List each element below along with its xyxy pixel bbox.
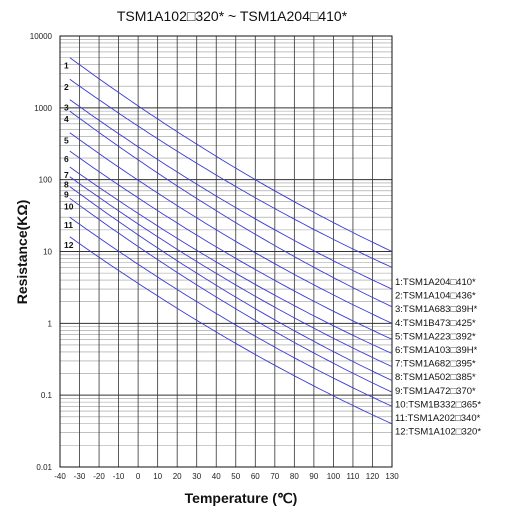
x-tick-label: 80 [290,472,299,481]
curve-7 [69,166,393,354]
y-tick-label: 1 [48,319,53,328]
curve-8 [69,176,393,368]
legend-entry: 9:TSM1A472□370* [395,386,476,397]
curve-number-label: 4 [64,114,69,124]
curve-number-label: 11 [64,220,73,230]
y-tick-label: 10000 [30,32,53,41]
x-tick-label: -30 [74,472,86,481]
chart-title: TSM1A102□320* ~ TSM1A204□410* [117,8,348,24]
x-tick-label: 0 [136,472,141,481]
curve-number-label: 12 [64,240,74,250]
curve-12 [69,236,393,425]
curve-4 [69,110,393,308]
x-tick-label: 70 [270,472,279,481]
x-tick-label: 40 [212,472,221,481]
legend-entry: 2:TSM1A104□436* [395,291,476,302]
x-tick-label: -10 [113,472,125,481]
grid-minor-lines [60,38,392,446]
y-tick-label: 10 [43,248,52,257]
legend-entry: 6:TSM1A103□39H* [395,345,478,356]
curve-number-label: 7 [64,170,69,180]
x-tick-label: 60 [251,472,260,481]
x-tick-label: 120 [366,472,380,481]
x-tick-label: 20 [173,472,182,481]
y-tick-label: 100 [39,176,53,185]
curve-11 [69,216,393,407]
legend-entry: 12:TSM1A102□320* [395,427,481,438]
y-axis-label: Resistance(KΩ) [14,200,30,305]
x-tick-label: 130 [385,472,399,481]
curve-3 [69,99,393,290]
y-tick-label: 0.1 [41,391,53,400]
y-tick-labels: 0.01 0.1 1 10 100 1000 10000 [30,32,53,472]
curves [69,57,393,425]
x-tick-label: 90 [309,472,318,481]
x-tick-label: 110 [347,472,360,481]
legend-entry: 4:TSM1B473□425* [395,318,476,329]
legend-entry: 3:TSM1A683□39H* [395,304,478,315]
legend-entry: 5:TSM1A223□392* [395,331,476,342]
legend-entry: 10:TSM1B332□365* [395,399,481,410]
legend-entry: 11:TSM1A202□340* [395,413,481,424]
legend-entry: 8:TSM1A502□385* [395,372,476,383]
x-tick-label: -40 [54,472,66,481]
curve-number-label: 1 [64,61,69,71]
curve-5 [69,132,393,324]
curve-1 [69,57,393,252]
curve-number-label: 6 [64,154,69,164]
y-tick-label: 1000 [34,104,52,113]
curve-6 [69,150,393,340]
curve-10 [69,197,393,393]
curve-number-label: 10 [64,201,74,211]
curve-number-label: 8 [64,180,69,190]
x-tick-label: 100 [327,472,341,481]
curve-2 [69,78,393,268]
curve-number-label: 3 [64,103,69,113]
y-tick-label: 0.01 [36,463,52,472]
curve-number-label: 9 [64,190,69,200]
x-tick-labels: -40 -30 -20 -10 0 10 20 30 40 50 60 70 80 90 100 110 120… [54,472,399,481]
curve-9 [69,186,393,381]
x-tick-label: -20 [93,472,105,481]
curve-number-label: 5 [64,136,69,146]
x-tick-label: 50 [231,472,240,481]
curve-number-label: 2 [64,82,69,92]
x-tick-label: 30 [192,472,201,481]
x-axis-label: Temperature (℃) [185,490,298,506]
legend-entry: 7:TSM1A682□395* [395,359,476,370]
x-tick-label: 10 [153,472,162,481]
legend: 1:TSM1A204□410* 2:TSM1A104□436* 3:TSM1A683… [395,277,481,438]
legend-entry: 1:TSM1A204□410* [395,277,476,288]
